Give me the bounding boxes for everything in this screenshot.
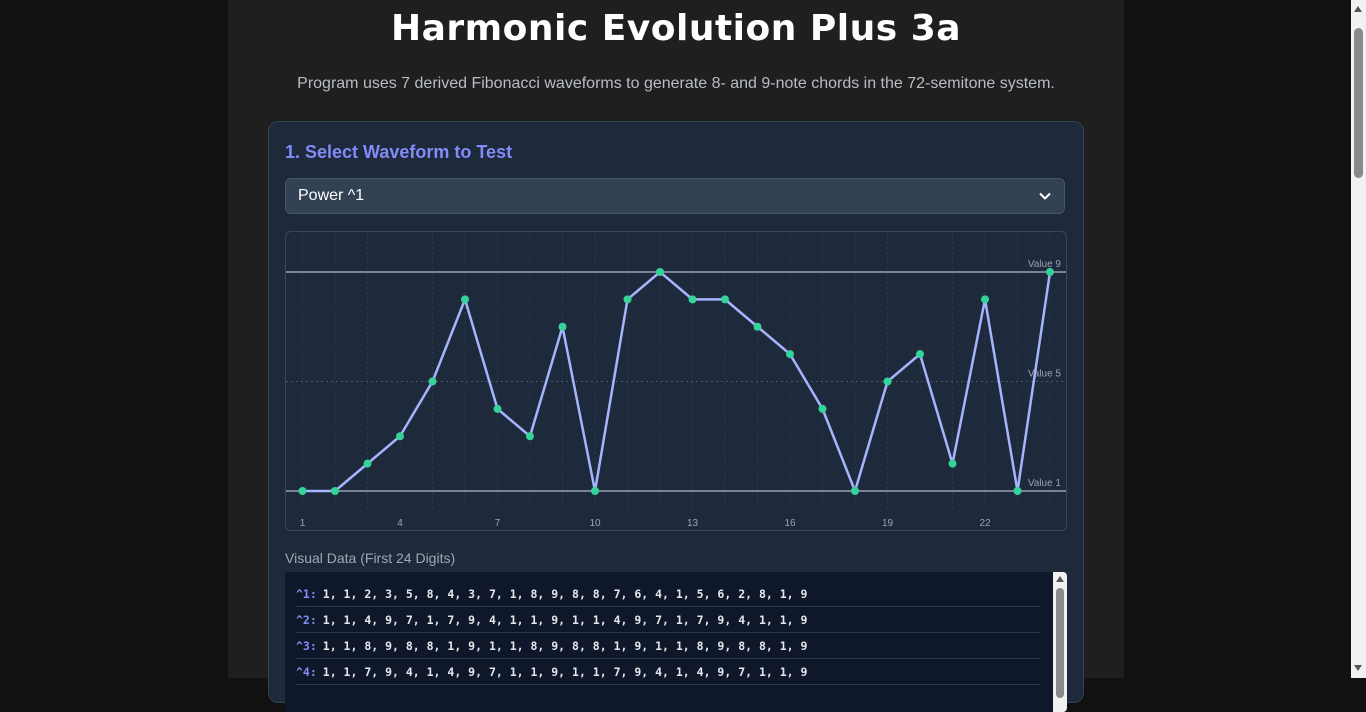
x-tick-label: 22 [979,518,991,529]
visual-data-box[interactable]: ^1: 1, 1, 2, 3, 5, 8, 4, 3, 7, 1, 8, 9, 8… [285,572,1067,712]
x-tick-label: 16 [784,518,796,529]
x-tick-label: 13 [687,518,699,529]
reference-line-label: Value 5 [1028,369,1062,380]
page-scrollbar[interactable] [1351,0,1366,678]
reference-line-label: Value 1 [1028,478,1062,489]
waveform-chart: Value 9 Value 5 Value 1 1 4 7 10 13 16 19 22 [285,231,1067,531]
section-title: 1. Select Waveform to Test [285,142,513,162]
visual-data-row-values: 1, 1, 2, 3, 5, 8, 4, 3, 7, 1, 8, 9, 8, 8… [322,587,808,601]
visual-data-row-values: 1, 1, 4, 9, 7, 1, 7, 9, 4, 1, 1, 9, 1, 1… [322,613,808,627]
data-point [786,350,794,359]
visual-data-row: ^2: 1, 1, 4, 9, 7, 1, 7, 9, 4, 1, 1, 9, 1… [296,608,1040,633]
x-tick-label: 1 [300,518,306,529]
data-point [818,404,827,413]
data-point [883,377,892,386]
x-tick-label: 10 [589,518,601,529]
waveform-chart-svg: Value 9 Value 5 Value 1 1 4 7 10 13 16 19 22 [286,232,1066,529]
data-point [396,432,404,441]
visual-data-row: ^3: 1, 1, 8, 9, 8, 8, 1, 9, 1, 1, 8, 9, 8… [296,634,1040,659]
data-point [623,295,632,304]
data-point [298,487,307,495]
x-tick-label: 4 [397,518,403,529]
waveform-select-value: Power ^1 [298,187,365,204]
data-point [753,322,762,331]
data-point [1013,487,1022,495]
data-point [981,295,989,304]
chevron-down-icon [1039,192,1051,200]
page-scroll-up-icon[interactable] [1354,6,1362,12]
waveform-select[interactable]: Power ^1 [285,178,1065,214]
visual-data-row-label: ^2: [296,613,317,627]
data-point [948,459,957,468]
data-point [656,268,664,276]
visual-data-row-values: 1, 1, 8, 9, 8, 8, 1, 9, 1, 1, 8, 9, 8, 8… [322,639,808,653]
data-point [363,459,372,468]
data-point [461,295,469,304]
data-point [1046,268,1054,276]
visual-data-scrollbar[interactable] [1053,572,1067,712]
data-point [591,487,599,495]
series-line [302,270,1052,493]
reference-line-label: Value 9 [1028,259,1062,270]
x-tick-label: 19 [882,518,894,529]
visual-data-row: ^1: 1, 1, 2, 3, 5, 8, 4, 3, 7, 1, 8, 9, 8… [296,582,1040,607]
visual-data-rows: ^1: 1, 1, 2, 3, 5, 8, 4, 3, 7, 1, 8, 9, 8… [285,582,1041,686]
scroll-thumb[interactable] [1056,588,1064,698]
data-point [558,322,567,331]
visual-data-row-label: ^3: [296,639,317,653]
visual-data-row: ^4: 1, 1, 7, 9, 4, 1, 4, 9, 7, 1, 1, 9, 1… [296,660,1040,685]
visual-data-label: Visual Data (First 24 Digits) [285,550,456,566]
app-page: Harmonic Evolution Plus 3a Program uses … [228,0,1124,712]
visual-data-row-values: 1, 1, 7, 9, 4, 1, 4, 9, 7, 1, 1, 9, 1, 1… [322,665,808,679]
data-point [428,377,437,386]
x-tick-label: 7 [495,518,501,529]
data-point [916,350,924,359]
data-point [493,404,502,413]
page-title: Harmonic Evolution Plus 3a [390,8,962,49]
visual-data-row-label: ^4: [296,665,317,679]
waveform-panel: 1. Select Waveform to Test Power ^1 Valu… [268,121,1084,712]
page-scroll-down-icon[interactable] [1354,665,1362,671]
page-scroll-thumb[interactable] [1354,28,1363,178]
data-point [851,487,859,495]
data-point [688,295,697,304]
data-point [721,295,729,304]
visual-data-row-label: ^1: [296,587,317,601]
data-point [526,432,534,441]
page-subtitle: Program uses 7 derived Fibonacci wavefor… [297,75,1055,92]
data-point [331,487,339,495]
scroll-up-arrow-icon[interactable] [1056,576,1064,582]
